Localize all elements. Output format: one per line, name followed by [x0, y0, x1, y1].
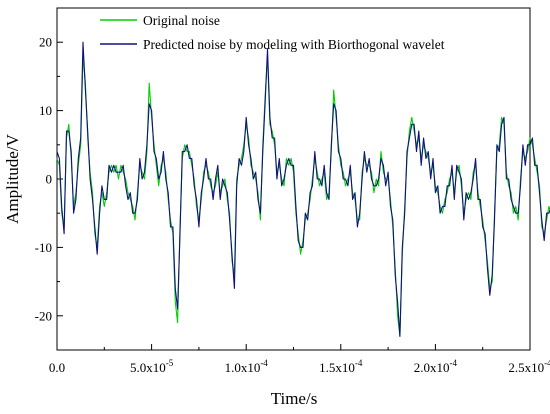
y-tick-label: 0 [46, 172, 53, 187]
x-tick-label: 2.0x10-4 [414, 358, 458, 375]
x-tick-label: 1.5x10-4 [319, 358, 363, 375]
plot-area [56, 41, 550, 337]
legend: Original noise Predicted noise by modelin… [100, 13, 445, 52]
y-tick-label: -20 [35, 308, 52, 323]
y-tick-label: 10 [39, 103, 52, 118]
x-axis-label: Time/s [271, 389, 318, 408]
y-tick-label: 20 [39, 35, 52, 50]
x-tick-label: 1.0x10-4 [225, 358, 269, 375]
x-tick-label: 5.0x10-5 [130, 358, 174, 375]
x-tick-label: 0.0 [49, 360, 65, 375]
legend-label-1: Original noise [143, 13, 220, 28]
y-axis-label: Amplitude/V [3, 133, 22, 223]
y-tick-label: -10 [35, 240, 52, 255]
series-line-2 [56, 41, 550, 337]
legend-label-2: Predicted noise by modeling with Biortho… [143, 37, 445, 52]
axis-ticks: 0.0 5.0x10-5 1.0x10-4 1.5x10-4 2.0x10-4 2.5x1… [35, 7, 550, 375]
x-tick-label: 2.5x10-4 [508, 358, 550, 375]
